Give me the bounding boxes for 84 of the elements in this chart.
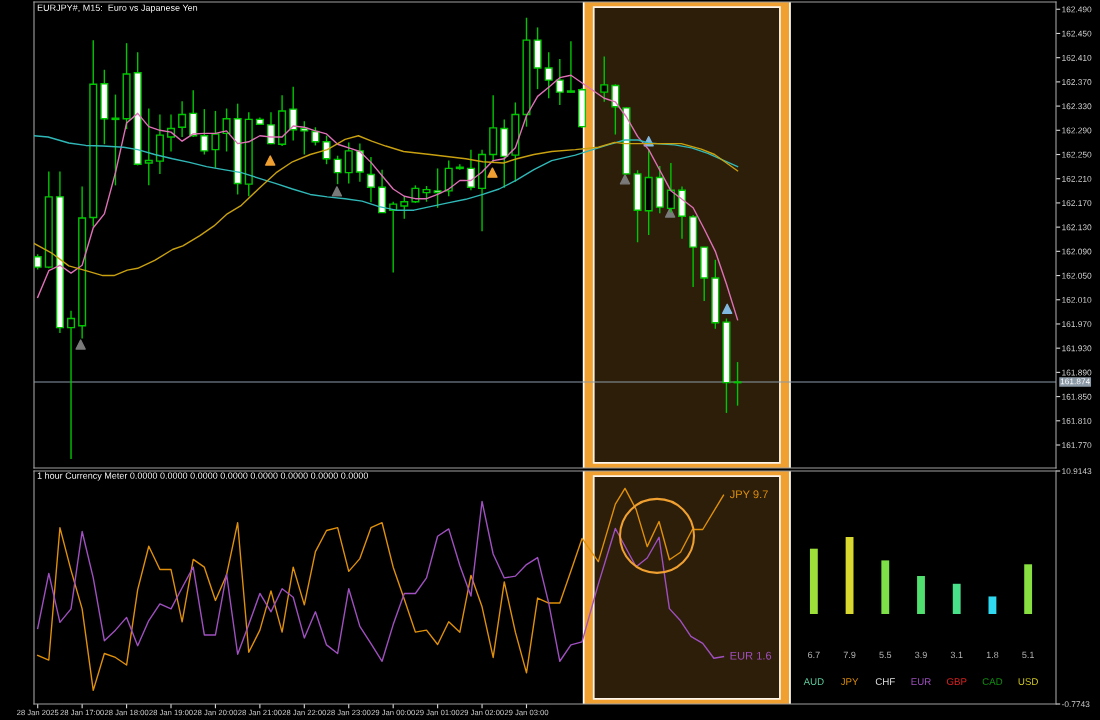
- candlestick: [222, 107, 231, 153]
- y-tick-label: 162.410: [1062, 54, 1092, 61]
- y-tick-label: 162.050: [1062, 272, 1092, 279]
- data-label: 5.5: [879, 651, 892, 659]
- x-tick-label: CHF: [875, 678, 895, 686]
- bar: [917, 575, 925, 614]
- bar: [809, 548, 818, 614]
- point: [721, 303, 733, 315]
- series-label: JPY 9.7: [729, 490, 768, 499]
- y-tick-label: 162.170: [1062, 200, 1092, 207]
- x-tick-label: GBP: [946, 678, 967, 686]
- candlestick: [555, 58, 564, 106]
- candlestick: [178, 100, 187, 138]
- candlestick: [200, 108, 209, 156]
- bar: [881, 560, 890, 614]
- y-tick-label: 162.130: [1062, 224, 1092, 231]
- x-tick-label: USD: [1018, 678, 1038, 686]
- candlestick: [67, 309, 76, 460]
- candlestick: [400, 195, 409, 220]
- y-tick-label: 162.490: [1062, 6, 1092, 13]
- y-tick-label: 162.370: [1062, 79, 1092, 85]
- point: [75, 339, 86, 350]
- y-tick-label: 161.850: [1062, 393, 1092, 400]
- data-label: 1.8: [986, 651, 999, 659]
- y-tick-label: 161.890: [1062, 369, 1092, 376]
- candlestick: [300, 120, 309, 156]
- x-tick-label: AUD: [803, 678, 824, 686]
- candlestick: [311, 126, 320, 147]
- line-series: [37, 487, 725, 692]
- bar: [988, 596, 997, 614]
- candlestick: [466, 148, 475, 191]
- candlestick: [322, 135, 331, 165]
- candlestick: [333, 155, 342, 185]
- chart-title: EURJPY#, M15: Euro vs Japanese Yen: [37, 4, 198, 13]
- candlestick: [566, 40, 575, 94]
- y-tick-label: 161.770: [1062, 442, 1092, 449]
- y-tick-label: 161.930: [1062, 345, 1092, 352]
- point: [487, 167, 498, 178]
- ref-line-label: 161.874: [1060, 378, 1090, 385]
- candlestick: [344, 141, 353, 185]
- data-label: 3.1: [950, 651, 963, 659]
- y-tick-label: 162.210: [1062, 175, 1092, 182]
- series-label: EUR 1.6: [730, 651, 772, 660]
- y-tick-label: 162.090: [1062, 248, 1092, 255]
- candlestick: [189, 89, 198, 138]
- line-series: [37, 74, 739, 321]
- y-tick-label: 162.450: [1062, 30, 1092, 37]
- candlestick: [366, 156, 375, 204]
- bar: [845, 537, 854, 614]
- candlestick: [211, 110, 220, 169]
- x-tick-label: EUR: [911, 678, 931, 686]
- y-tick-label: 162.330: [1062, 103, 1092, 110]
- candlestick: [544, 51, 553, 99]
- candlestick: [433, 167, 442, 209]
- candlestick: [266, 111, 276, 145]
- candlestick: [144, 107, 153, 187]
- candlestick: [355, 142, 364, 183]
- y-tick-label: -0.7743: [1061, 701, 1090, 708]
- candlestick: [733, 361, 742, 407]
- x-tick-label: JPY: [840, 678, 859, 686]
- data-label: 3.9: [915, 651, 927, 659]
- data-label: 6.7: [808, 651, 820, 659]
- chart-title: 1 hour Currency Meter 0.0000 0.0000 0.0000 0.0000 0.0000 0.0000 0.0000 0.0000: [37, 472, 368, 481]
- y-tick-label: 161.970: [1062, 321, 1092, 328]
- candlestick: [611, 83, 620, 136]
- candlestick: [289, 86, 298, 142]
- line-series: [37, 500, 725, 662]
- data-label: 5.1: [1022, 651, 1034, 659]
- bar: [952, 583, 961, 614]
- point: [331, 186, 343, 197]
- candlestick: [444, 159, 453, 197]
- x-tick-label: CAD: [982, 678, 1003, 686]
- bar: [1024, 564, 1033, 614]
- y-tick-label: 10.9143: [1062, 468, 1092, 475]
- line-series: [34, 135, 739, 277]
- data-label: 7.9: [843, 651, 856, 659]
- point: [265, 155, 276, 166]
- point: [619, 174, 631, 185]
- candlestick: [600, 55, 609, 103]
- y-tick-label: 162.290: [1062, 127, 1092, 134]
- y-tick-label: 162.010: [1062, 296, 1092, 303]
- y-tick-label: 162.250: [1062, 151, 1092, 158]
- y-tick-label: 161.810: [1062, 418, 1092, 424]
- line-series: [34, 135, 739, 211]
